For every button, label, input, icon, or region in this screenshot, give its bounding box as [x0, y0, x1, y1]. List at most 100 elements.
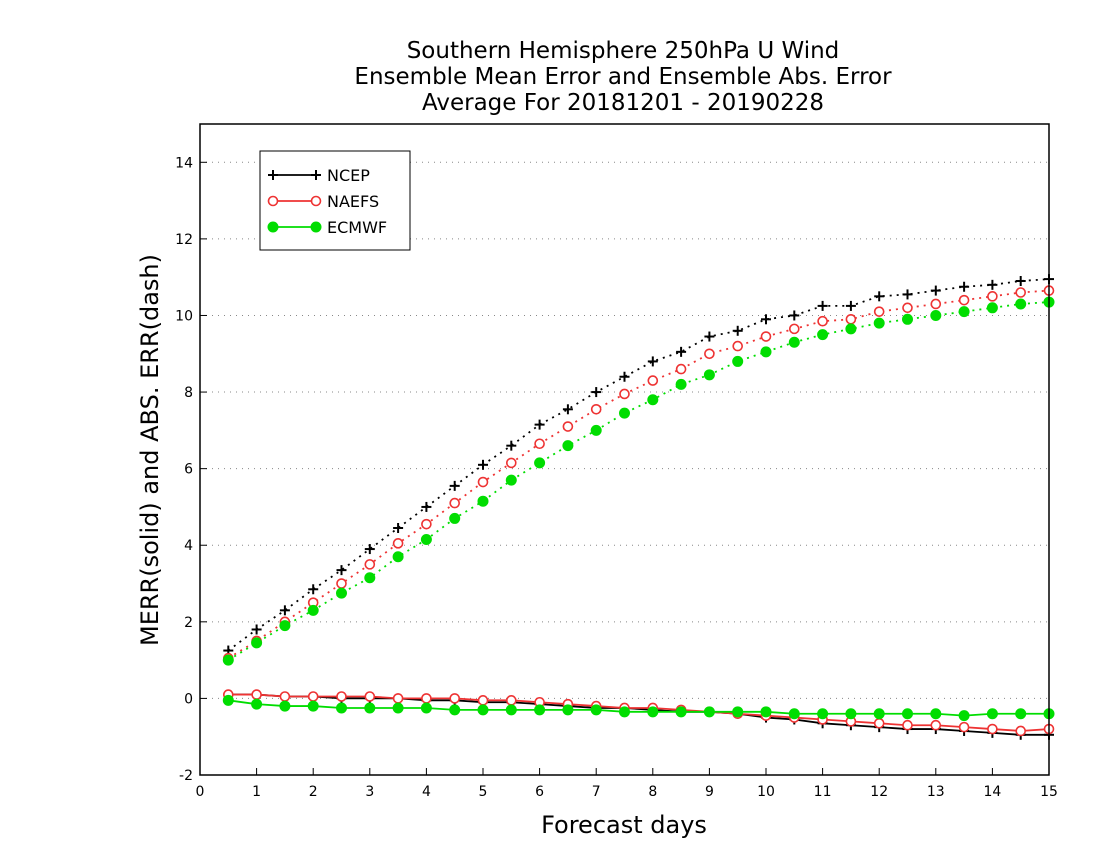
point-ncep-abs-error [619, 371, 630, 382]
point-naefs-abs-error [534, 438, 545, 450]
point-naefs-abs-error [958, 294, 970, 306]
point-ecmwf-abs-error [336, 587, 347, 599]
y-tick-label: 10 [175, 308, 193, 324]
point-ecmwf-abs-error [534, 457, 546, 469]
point-ncep-abs-error [279, 605, 290, 616]
series-line-naefs-mean-error [228, 693, 1050, 732]
point-ecmwf-abs-error [307, 604, 319, 616]
x-tick-label: 8 [648, 784, 657, 800]
point-ecmwf-abs-error [902, 313, 913, 325]
series-layer [222, 274, 1055, 740]
x-tick-label: 7 [592, 784, 601, 800]
point-ecmwf-abs-error [675, 378, 687, 390]
point-ecmwf-mean-error [307, 700, 319, 712]
point-naefs-mean-error [902, 719, 913, 731]
point-ncep-abs-error [478, 459, 488, 470]
y-tick-label: 14 [175, 155, 193, 171]
series-line-ncep-mean-error [228, 693, 1049, 736]
point-naefs-abs-error [732, 340, 744, 352]
x-tick-label: 0 [196, 784, 205, 800]
point-naefs-mean-error [251, 689, 262, 700]
point-naefs-mean-error [987, 723, 998, 735]
point-ncep-abs-error [845, 300, 856, 311]
series-line-ncep-abs-error [227, 278, 1050, 652]
point-ecmwf-abs-error [703, 369, 715, 381]
x-tick-label: 13 [927, 784, 945, 800]
series-line-naefs-abs-error [227, 289, 1050, 659]
plot-frame [199, 123, 1050, 776]
point-naefs-abs-error [930, 298, 942, 310]
x-axis-label: Forecast days [541, 811, 707, 839]
point-ecmwf-mean-error [449, 704, 461, 716]
point-ecmwf-mean-error [534, 704, 546, 716]
point-ecmwf-abs-error [732, 355, 744, 367]
point-ecmwf-mean-error [817, 708, 829, 720]
point-ecmwf-mean-error [902, 708, 913, 720]
x-tick-label: 3 [365, 784, 374, 800]
legend-marker [268, 170, 278, 180]
point-ncep-abs-error [562, 404, 573, 415]
legend: NCEP NAEFS ECMWF [259, 150, 411, 251]
legend-marker [267, 221, 279, 233]
point-ecmwf-mean-error [279, 700, 291, 712]
point-ecmwf-abs-error [505, 474, 517, 486]
point-ecmwf-mean-error [873, 708, 885, 720]
point-ncep-abs-error [817, 300, 828, 311]
point-ecmwf-mean-error [364, 702, 376, 714]
point-ecmwf-mean-error [845, 708, 857, 720]
point-naefs-abs-error [987, 291, 998, 302]
point-ecmwf-mean-error [703, 706, 715, 718]
y-tick-label: 8 [184, 385, 193, 401]
point-naefs-abs-error [477, 476, 489, 488]
point-naefs-abs-error [421, 518, 432, 530]
point-ncep-abs-error [449, 480, 460, 491]
y-axis-label: MERR(solid) and ABS. ERR(dash) [136, 254, 164, 646]
point-ncep-abs-error [591, 387, 602, 398]
x-tick-label: 6 [535, 784, 544, 800]
point-ecmwf-mean-error [590, 704, 602, 716]
chart-title: Southern Hemisphere 250hPa U WindEnsembl… [354, 38, 892, 116]
y-tick-label: 4 [184, 538, 193, 554]
legend-label: ECMWF [327, 218, 387, 237]
chart-title-line: Ensemble Mean Error and Ensemble Abs. Er… [354, 64, 892, 90]
point-ecmwf-abs-error [392, 551, 404, 563]
point-ncep-abs-error [789, 310, 800, 321]
x-tick-label: 12 [870, 784, 888, 800]
point-naefs-abs-error [619, 388, 630, 400]
point-naefs-abs-error [675, 363, 687, 375]
point-ncep-abs-error [902, 289, 913, 300]
point-ncep-abs-error [930, 285, 941, 296]
point-ecmwf-abs-error [251, 637, 263, 649]
point-ecmwf-mean-error [760, 706, 772, 718]
series-ncep [223, 274, 1054, 740]
point-naefs-abs-error [817, 315, 828, 327]
point-ncep-abs-error [732, 325, 743, 336]
point-naefs-mean-error [477, 695, 489, 706]
point-naefs-mean-error [505, 695, 517, 706]
series-ecmwf [222, 296, 1055, 722]
point-naefs-abs-error [873, 306, 885, 317]
point-ecmwf-mean-error [420, 702, 432, 714]
point-ncep-abs-error [1015, 276, 1026, 287]
x-tick-label: 4 [422, 784, 431, 800]
point-naefs-abs-error [788, 323, 800, 335]
point-ecmwf-abs-error [420, 533, 432, 545]
x-tick-label: 10 [757, 784, 775, 800]
point-naefs-mean-error [449, 693, 461, 704]
point-ecmwf-mean-error [788, 708, 800, 720]
legend-item-ecmwf: ECMWF [267, 218, 387, 237]
point-naefs-mean-error [364, 691, 376, 702]
point-ecmwf-mean-error [958, 710, 970, 722]
point-naefs-abs-error [392, 538, 404, 549]
point-ecmwf-abs-error [930, 309, 942, 321]
point-ecmwf-abs-error [873, 317, 885, 329]
point-ecmwf-abs-error [279, 620, 291, 632]
point-ecmwf-abs-error [477, 495, 489, 507]
point-ecmwf-abs-error [845, 323, 857, 335]
legend-item-ncep: NCEP [268, 166, 370, 185]
x-tick-label: 14 [983, 784, 1001, 800]
legend-label: NCEP [327, 166, 370, 185]
point-naefs-mean-error [279, 691, 291, 702]
x-tick-label: 2 [309, 784, 318, 800]
